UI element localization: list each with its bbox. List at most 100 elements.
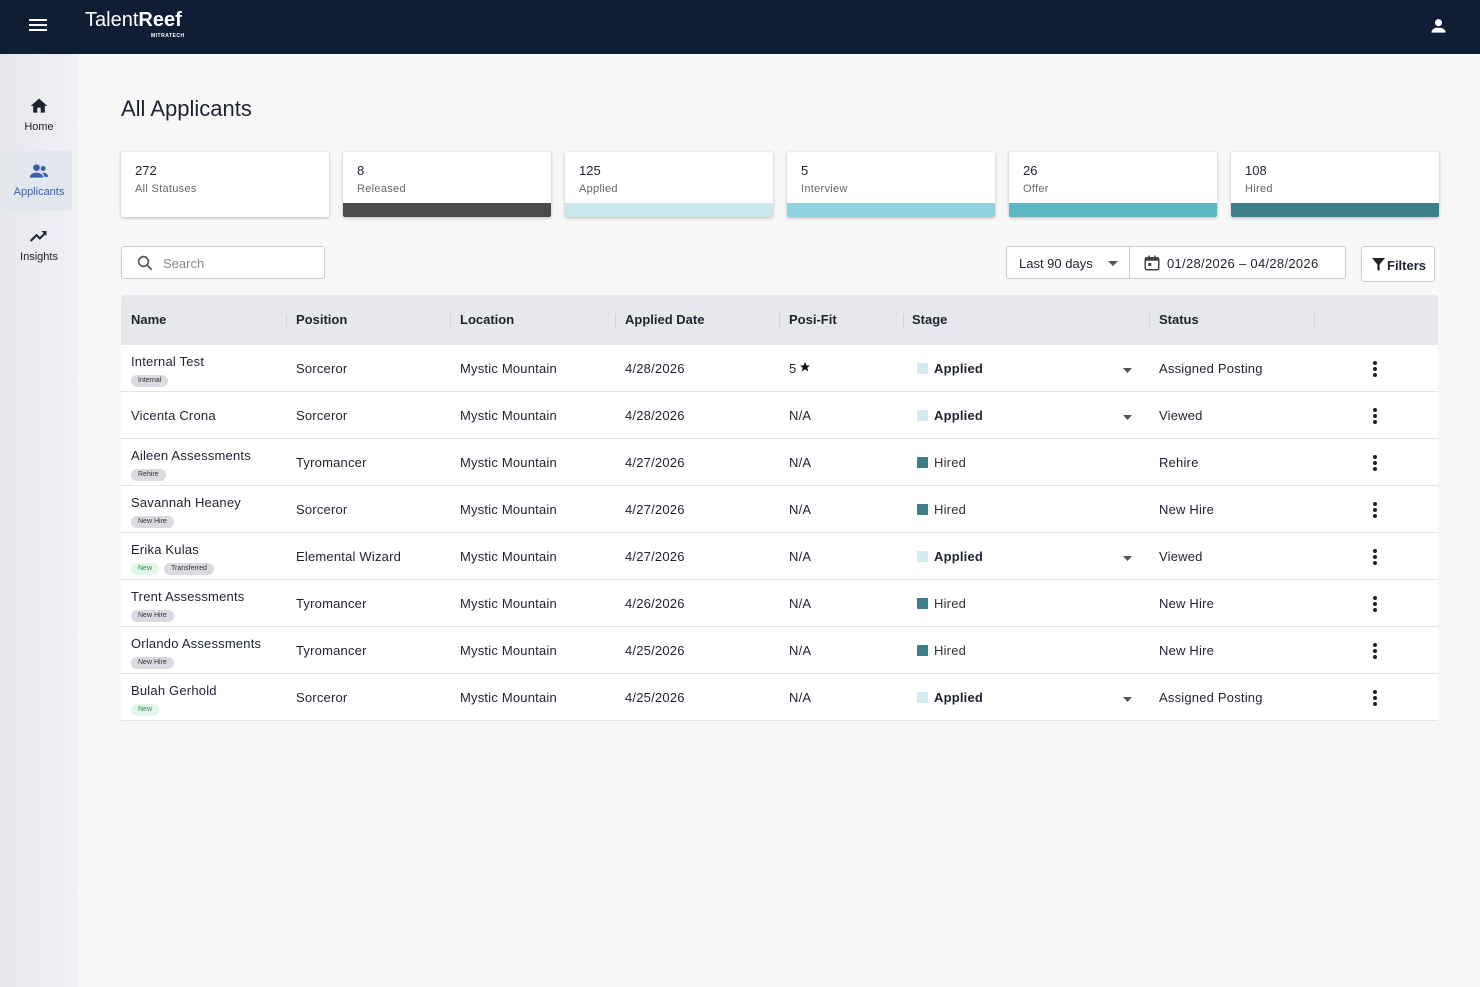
row-menu[interactable] — [1372, 595, 1378, 618]
tag-list: New Hire — [131, 608, 179, 622]
location: Mystic Mountain — [460, 408, 557, 423]
sidebar: Home Applicants Insights — [0, 54, 78, 987]
nav-item[interactable]: Insights — [6, 216, 72, 276]
fit-value: N/A — [789, 690, 812, 705]
tag: Internal — [131, 375, 169, 387]
tag-list: New Hire — [131, 655, 179, 669]
applicant-name: Erika Kulas — [131, 542, 199, 557]
status: Viewed — [1159, 408, 1203, 423]
position: Sorceror — [296, 690, 348, 705]
stage-swatch — [917, 598, 928, 609]
column-header: Location — [460, 312, 515, 327]
row-menu[interactable] — [1372, 501, 1378, 524]
row-menu[interactable] — [1372, 360, 1378, 383]
nav-label: Insights — [20, 251, 58, 263]
stage[interactable]: Applied — [912, 533, 1142, 580]
applicant-name: Trent Assessments — [131, 589, 245, 604]
row-menu[interactable] — [1372, 642, 1378, 665]
brand-light: Talent — [85, 9, 139, 31]
tag: Transferred — [164, 563, 214, 575]
status-card[interactable]: 8 Released — [343, 152, 551, 217]
column-separator — [779, 314, 780, 327]
card-bar — [1231, 203, 1439, 217]
fit-value: N/A — [789, 596, 812, 611]
card-count: 26 — [1023, 163, 1038, 178]
stage[interactable]: Applied — [912, 392, 1142, 439]
filters-button[interactable]: Filters — [1361, 246, 1435, 282]
location: Mystic Mountain — [460, 690, 557, 705]
search-box[interactable]: Search — [121, 246, 325, 279]
tag-list: Rehire — [131, 467, 171, 481]
row-menu[interactable] — [1372, 689, 1378, 712]
user-button[interactable] — [1430, 17, 1447, 34]
row-menu[interactable] — [1372, 548, 1378, 571]
status: New Hire — [1159, 643, 1215, 658]
position: Sorceror — [296, 361, 348, 376]
column-header: Name — [131, 312, 167, 327]
fit-value: N/A — [789, 455, 812, 470]
card-count: 5 — [801, 163, 809, 178]
status-card[interactable]: 26 Offer — [1009, 152, 1217, 217]
menu-button[interactable] — [29, 18, 47, 32]
applied-date: 4/27/2026 — [625, 549, 685, 564]
stage[interactable]: Applied — [912, 345, 1142, 392]
date-label: 01/28/2026 – 04/28/2026 — [1167, 256, 1319, 271]
posi-fit: N/A — [789, 439, 811, 486]
column-separator — [286, 314, 287, 327]
range-dropdown[interactable]: Last 90 days — [1006, 246, 1130, 279]
brand: TalentReef — [85, 9, 182, 32]
column-separator — [450, 314, 451, 327]
top-bar: TalentReef MITRATECH — [0, 0, 1480, 54]
table-row: Trent Assessments New Hire Tyromancer Mysti… — [121, 580, 1438, 627]
date-range[interactable]: 01/28/2026 – 04/28/2026 — [1129, 246, 1346, 279]
nav-item[interactable]: Applicants — [6, 151, 72, 211]
stage-swatch — [917, 410, 928, 421]
stage[interactable]: Applied — [912, 674, 1142, 721]
status-card[interactable]: 108 Hired — [1231, 152, 1439, 217]
position: Sorceror — [296, 408, 348, 423]
posi-fit: N/A — [789, 533, 811, 580]
table-row: Vicenta Crona Sorceror Mystic Mountain 4/28… — [121, 392, 1438, 439]
status-card[interactable]: 125 Applied — [565, 152, 773, 217]
card-label: All Statuses — [135, 183, 197, 195]
applied-date: 4/25/2026 — [625, 690, 685, 705]
stage-swatch — [917, 457, 928, 468]
card-count: 108 — [1245, 163, 1267, 178]
stage-label: Applied — [934, 408, 984, 423]
card-count: 272 — [135, 163, 157, 178]
row-menu[interactable] — [1372, 407, 1378, 430]
star-icon — [799, 361, 811, 376]
stage-label: Applied — [934, 361, 984, 376]
stage-swatch — [917, 551, 928, 562]
table-row: Orlando Assessments New Hire Tyromancer Mys… — [121, 627, 1438, 674]
status-card[interactable]: 5 Interview — [787, 152, 995, 217]
stage-caret — [1123, 392, 1132, 439]
tag: New — [131, 704, 160, 716]
status-card[interactable]: 272 All Statuses — [121, 152, 329, 217]
column-separator — [615, 314, 616, 327]
stage-swatch — [917, 363, 928, 374]
stage: Hired — [912, 627, 1142, 674]
status: New Hire — [1159, 596, 1215, 611]
nav-item[interactable]: Home — [6, 86, 72, 146]
posi-fit: N/A — [789, 627, 811, 674]
stage-label: Hired — [934, 455, 967, 470]
position: Tyromancer — [296, 643, 367, 658]
status: Viewed — [1159, 549, 1203, 564]
fit-value: N/A — [789, 408, 812, 423]
tag-list: Internal — [131, 373, 173, 387]
card-count: 125 — [579, 163, 601, 178]
table-row: Erika Kulas New Transferred Elemental Wizar… — [121, 533, 1438, 580]
card-bar — [1009, 203, 1217, 217]
card-bar — [343, 203, 551, 217]
applicant-name: Savannah Heaney — [131, 495, 241, 510]
applied-date: 4/25/2026 — [625, 643, 685, 658]
column-separator — [1314, 314, 1315, 327]
stage-label: Hired — [934, 596, 967, 611]
card-label: Interview — [801, 183, 848, 195]
tag-list: New Transferred — [131, 561, 219, 575]
row-menu[interactable] — [1372, 454, 1378, 477]
stage-label: Hired — [934, 502, 967, 517]
tag: Rehire — [131, 469, 166, 481]
